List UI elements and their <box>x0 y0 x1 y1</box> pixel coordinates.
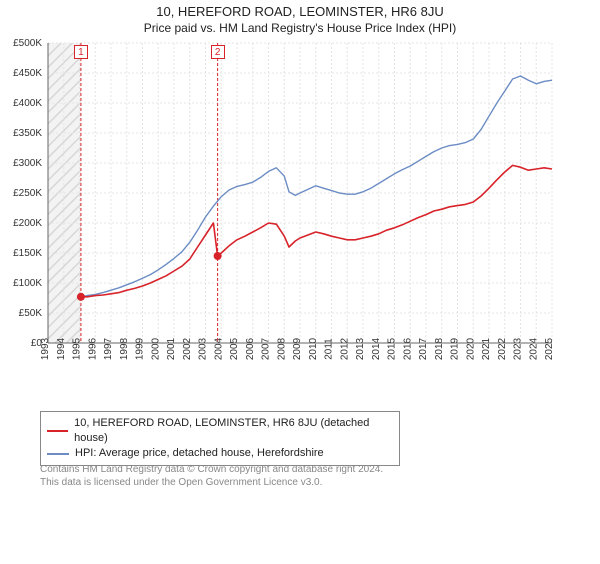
svg-text:£400K: £400K <box>13 98 42 109</box>
svg-text:2007: 2007 <box>261 337 272 360</box>
svg-text:2001: 2001 <box>166 337 177 360</box>
svg-text:£300K: £300K <box>13 158 42 169</box>
svg-text:2015: 2015 <box>387 337 398 360</box>
svg-text:2011: 2011 <box>324 338 335 360</box>
svg-text:£500K: £500K <box>13 38 42 49</box>
svg-text:2012: 2012 <box>339 337 350 360</box>
legend: 10, HEREFORD ROAD, LEOMINSTER, HR6 8JU (… <box>40 411 400 466</box>
svg-text:1997: 1997 <box>103 337 114 360</box>
svg-text:2004: 2004 <box>213 337 224 360</box>
svg-text:2017: 2017 <box>418 337 429 360</box>
svg-text:£450K: £450K <box>13 68 42 79</box>
svg-text:1999: 1999 <box>135 337 146 360</box>
svg-text:2003: 2003 <box>198 337 209 360</box>
svg-text:2000: 2000 <box>150 337 161 360</box>
svg-text:2022: 2022 <box>497 337 508 360</box>
sale-callout: 2 <box>211 45 225 59</box>
legend-label: 10, HEREFORD ROAD, LEOMINSTER, HR6 8JU (… <box>74 416 393 446</box>
svg-text:2008: 2008 <box>276 337 287 360</box>
svg-text:2006: 2006 <box>245 337 256 360</box>
svg-text:£100K: £100K <box>13 278 42 289</box>
svg-text:2021: 2021 <box>481 337 492 360</box>
svg-text:2010: 2010 <box>308 337 319 360</box>
svg-text:1994: 1994 <box>56 337 67 360</box>
footnote: Contains HM Land Registry data © Crown c… <box>40 463 600 489</box>
svg-text:£50K: £50K <box>19 308 43 319</box>
svg-text:2023: 2023 <box>513 337 524 360</box>
svg-text:2005: 2005 <box>229 337 240 360</box>
svg-text:2019: 2019 <box>450 337 461 360</box>
svg-text:1996: 1996 <box>87 337 98 360</box>
legend-swatch <box>47 430 68 432</box>
svg-text:2024: 2024 <box>528 337 539 360</box>
legend-row: 10, HEREFORD ROAD, LEOMINSTER, HR6 8JU (… <box>47 416 393 446</box>
legend-row: HPI: Average price, detached house, Here… <box>47 446 393 461</box>
svg-text:2020: 2020 <box>465 337 476 360</box>
svg-text:2016: 2016 <box>402 337 413 360</box>
svg-text:1998: 1998 <box>119 337 130 360</box>
svg-text:2013: 2013 <box>355 337 366 360</box>
svg-text:2014: 2014 <box>371 337 382 360</box>
svg-text:2018: 2018 <box>434 337 445 360</box>
chart-area: £0£50K£100K£150K£200K£250K£300K£350K£400… <box>0 35 600 415</box>
chart-svg: £0£50K£100K£150K£200K£250K£300K£350K£400… <box>0 35 560 375</box>
svg-text:1993: 1993 <box>40 337 51 360</box>
chart-subtitle: Price paid vs. HM Land Registry's House … <box>0 21 600 35</box>
chart-title: 10, HEREFORD ROAD, LEOMINSTER, HR6 8JU <box>0 4 600 19</box>
legend-swatch <box>47 453 69 455</box>
svg-text:2002: 2002 <box>182 337 193 360</box>
footnote-line: This data is licensed under the Open Gov… <box>40 476 600 489</box>
legend-label: HPI: Average price, detached house, Here… <box>75 446 324 461</box>
svg-text:£200K: £200K <box>13 218 42 229</box>
sale-callout: 1 <box>74 45 88 59</box>
svg-text:2025: 2025 <box>544 337 555 360</box>
svg-text:2009: 2009 <box>292 337 303 360</box>
svg-text:£250K: £250K <box>13 188 42 199</box>
svg-text:£350K: £350K <box>13 128 42 139</box>
svg-text:£150K: £150K <box>13 248 42 259</box>
